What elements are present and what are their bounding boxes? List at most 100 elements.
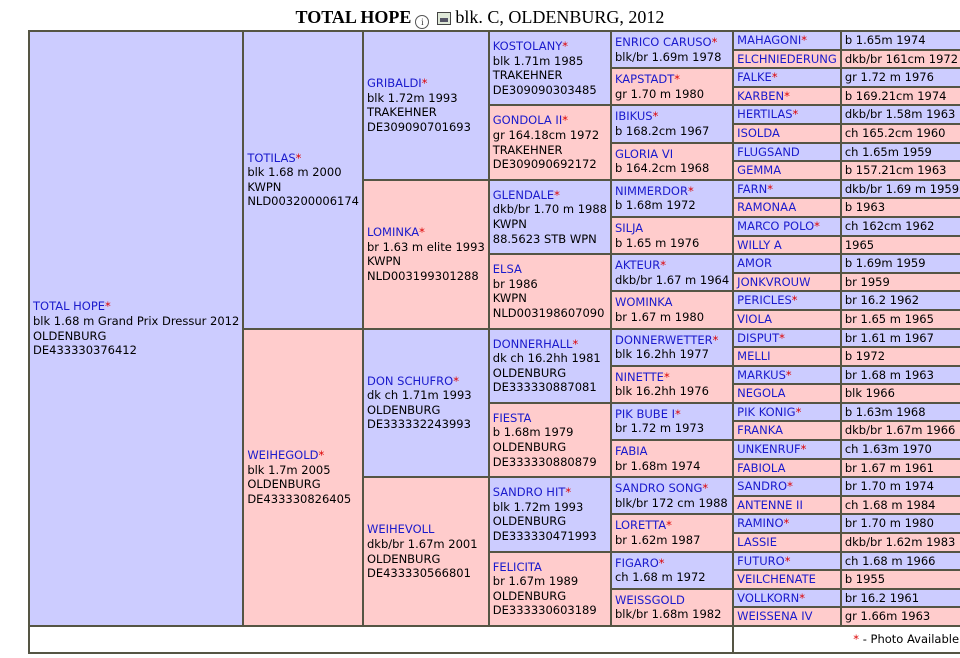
horse-name-link[interactable]: RAMINO — [737, 516, 784, 531]
horse-name-link[interactable]: MAHAGONI — [737, 33, 802, 47]
horse-name-link[interactable]: FELICITA — [492, 559, 542, 574]
horse-name-link[interactable]: KOSTOLANY — [492, 39, 563, 53]
pedigree-row: LORETTA* br 1.62m 1987 RAMINO* br 1.70 m 19… — [29, 513, 960, 553]
horse-name-link[interactable]: AMOR — [737, 256, 773, 271]
horse-name-link[interactable]: FIESTA — [492, 410, 532, 425]
horse-name-link[interactable]: NIMMERDOR — [614, 183, 688, 198]
horse-name-link[interactable]: WOMINKA — [614, 295, 673, 310]
image-icon[interactable] — [437, 12, 452, 25]
horse-name-link[interactable]: FUTURO — [737, 553, 785, 568]
horse-name-link[interactable]: PIK KONIG — [737, 404, 796, 419]
photo-available-star: * — [785, 367, 792, 382]
horse-name-link[interactable]: GLORIA VI — [614, 146, 674, 161]
horse-name-link[interactable]: DONNERHALL — [492, 336, 573, 351]
gen6-name-cell: FUTURO* — [732, 550, 842, 572]
horse-name-link[interactable]: PERICLES — [737, 293, 792, 308]
horse-name-link[interactable]: DISPUT — [737, 330, 780, 345]
horse-name-link[interactable]: WEIHEVOLL — [366, 522, 435, 537]
gen3-cell: WEIHEVOLL dkb/br 1.67m 2001 OLDENBURG DE433… — [361, 476, 490, 627]
info-icon[interactable]: i — [415, 15, 430, 29]
horse-name-link[interactable]: RAMONAA — [737, 200, 797, 215]
gen5-cell: GLORIA VI b 164.2cm 1968 — [609, 141, 735, 181]
horse-name-link[interactable]: LASSIE — [737, 535, 777, 550]
horse-detail: b 1.65m 1974 — [844, 33, 926, 47]
gen6-info-cell: ch 165.2cm 1960 — [839, 122, 960, 144]
horse-name-link[interactable]: GONDOLA II — [492, 113, 563, 128]
horse-name-link[interactable]: TOTILAS — [247, 150, 296, 165]
horse-name-link[interactable]: WEISSGOLD — [614, 592, 685, 607]
horse-name-link[interactable]: FABIOLA — [737, 460, 786, 475]
horse-name-link[interactable]: MARKUS — [737, 367, 786, 382]
horse-name-link[interactable]: ENRICO CARUSO — [614, 35, 712, 49]
horse-name-link[interactable]: VOLLKORN — [737, 590, 800, 605]
horse-name-link[interactable]: ANTENNE II — [737, 497, 803, 512]
pedigree-row: NINETTE* blk 16.2hh 1976 MARKUS* br 1.68 m … — [29, 364, 960, 404]
horse-name-link[interactable]: NINETTE — [614, 369, 664, 384]
gen6-name-cell: FLUGSAND — [732, 141, 842, 163]
horse-detail: OLDENBURG — [492, 440, 567, 455]
horse-name-link[interactable]: GRIBALDI — [366, 76, 422, 91]
gen6-name-cell: MARKUS* — [732, 364, 842, 386]
horse-name-link[interactable]: WEIHEGOLD — [247, 448, 319, 463]
horse-name-link[interactable]: FARN — [737, 181, 768, 196]
horse-name-link[interactable]: FIGARO — [614, 555, 659, 570]
horse-name-link[interactable]: NEGOLA — [737, 386, 786, 401]
horse-name-link[interactable]: FABIA — [614, 444, 648, 459]
pedigree-title: TOTAL HOPE i blk. C, OLDENBURG, 2012 — [0, 7, 960, 29]
blank-cell — [27, 625, 735, 654]
horse-name-link[interactable]: JONKVROUW — [737, 274, 811, 289]
gen5-cell: AKTEUR* dkb/br 1.67 m 1964 — [609, 253, 735, 293]
horse-name-link[interactable]: DONNERWETTER — [614, 332, 713, 347]
horse-name-link[interactable]: WILLY A — [737, 237, 782, 252]
horse-name-link[interactable]: ELSA — [492, 262, 522, 277]
horse-name-link[interactable]: HERTILAS — [737, 107, 793, 122]
horse-name-link[interactable]: VIOLA — [737, 311, 773, 326]
horse-detail: OLDENBURG — [366, 551, 441, 566]
horse-name-link[interactable]: SANDRO SONG — [614, 481, 703, 496]
horse-name-link[interactable]: SANDRO HIT — [492, 485, 566, 500]
horse-name-link[interactable]: TOTAL HOPE — [33, 299, 106, 314]
gen6-name-cell: FRANKA — [732, 420, 842, 442]
gen6-info-cell: br 1.68 m 1963 — [839, 364, 960, 386]
horse-name-link[interactable]: IBIKUS — [614, 109, 653, 124]
horse-name-link[interactable]: AKTEUR — [614, 258, 661, 273]
horse-name-link[interactable]: DON SCHUFRO — [366, 373, 454, 388]
horse-name-link[interactable]: SILJA — [614, 220, 644, 235]
photo-available-star: * — [453, 373, 459, 388]
horse-name-link[interactable]: LOMINKA — [366, 224, 420, 239]
horse-name-link[interactable]: FLUGSAND — [737, 144, 800, 159]
horse-name-link[interactable]: UNKENRUF — [737, 442, 801, 457]
horse-name-link[interactable]: GEMMA — [737, 163, 782, 178]
horse-detail: blk 1.72m 1993 — [366, 90, 458, 105]
horse-name-link[interactable]: MELLI — [737, 349, 771, 364]
gen6-info-cell: b 1.69m 1959 — [839, 253, 960, 274]
horse-name-link[interactable]: LORETTA — [614, 518, 667, 533]
horse-detail: ch 1.68 m 1966 — [844, 553, 936, 568]
horse-name-link[interactable]: ISOLDA — [737, 125, 780, 140]
gen6-info-cell: b 1972 — [839, 346, 960, 367]
horse-name-link[interactable]: KARBEN — [737, 88, 785, 103]
photo-available-star: * — [295, 150, 302, 165]
horse-name-link[interactable]: SANDRO — [737, 479, 788, 494]
horse-detail: b 164.2cm 1968 — [614, 161, 710, 176]
photo-available-star: * — [565, 485, 572, 500]
horse-detail: blk 1966 — [844, 386, 895, 401]
horse-detail: DE333330880879 — [492, 454, 597, 469]
horse-name-link[interactable]: KAPSTADT — [614, 72, 675, 87]
horse-detail: ch 165.2cm 1960 — [844, 125, 946, 140]
horse-name-link[interactable]: GLENDALE — [492, 187, 555, 202]
pedigree-row: LASSIE dkb/br 1.62m 1983 — [29, 532, 960, 553]
horse-name-link[interactable]: FRANKA — [737, 423, 783, 438]
horse-name-link[interactable]: VEILCHENATE — [737, 572, 816, 587]
horse-name-link[interactable]: PIK BUBE I — [614, 406, 676, 421]
gen6-name-cell: DISPUT* — [732, 327, 842, 349]
horse-name-link[interactable]: FALKE — [737, 70, 772, 85]
horse-detail: KWPN — [492, 291, 527, 306]
gen5-cell: DONNERWETTER* blk 16.2hh 1977 — [609, 327, 735, 367]
horse-name-link[interactable]: ELCHNIEDERUNG — [737, 51, 837, 66]
horse-detail: b 1955 — [844, 572, 886, 587]
horse-name-link[interactable]: MARCO POLO — [737, 218, 815, 233]
horse-detail: b 168.2cm 1967 — [614, 123, 710, 138]
gen6-info-cell: br 1.67 m 1961 — [839, 457, 960, 479]
horse-name-link[interactable]: WEISSENA IV — [737, 609, 813, 624]
